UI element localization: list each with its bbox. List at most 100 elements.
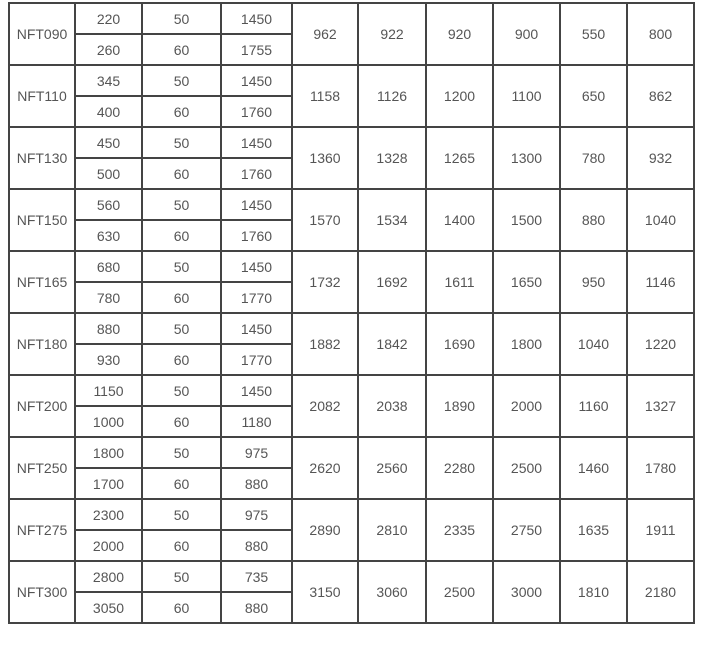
sub-cell: 1450: [220, 250, 293, 283]
sub-cell: 400: [74, 95, 143, 128]
sub-cell: 345: [74, 64, 143, 97]
table-row: NFT150 560 50 1450 1570 1534 1400 1500 880 1040: [8, 188, 695, 252]
sub-cell: 450: [74, 126, 143, 159]
value-cell: 2560: [357, 436, 427, 500]
sub-cell: 60: [141, 219, 222, 252]
value-cell: 3000: [492, 560, 561, 624]
sub-cell: 1450: [220, 2, 293, 35]
sub-cell: 50: [141, 498, 222, 531]
sub-cell: 880: [74, 312, 143, 345]
sub-cell: 1760: [220, 95, 293, 128]
model-cell: NFT130: [8, 126, 76, 190]
table-row: 400 60 1760: [9, 95, 694, 128]
sub-cell: 50: [141, 374, 222, 407]
sub-cell: 60: [141, 529, 222, 562]
sub-cell: 630: [74, 219, 143, 252]
value-cell: 3060: [357, 560, 427, 624]
sub-cell: 1450: [220, 126, 293, 159]
sub-cell: 1000: [74, 405, 143, 438]
value-cell: 1100: [492, 64, 561, 128]
value-cell: 1360: [291, 126, 359, 190]
sub-cell: 50: [141, 188, 222, 221]
value-cell: 922: [357, 2, 427, 66]
value-cell: 2810: [357, 498, 427, 562]
model-cell: NFT200: [8, 374, 76, 438]
sub-cell: 975: [220, 498, 293, 531]
table-row: NFT200 1150 50 1450 2082 2038 1890 2000 1160 1327: [8, 374, 695, 438]
table-row: NFT300 2800 50 735 3150 3060 2500 3000 1810 2180: [8, 560, 695, 624]
table-row: NFT130 450 50 1450 1360 1328 1265 1300 780 932: [8, 126, 695, 190]
sub-cell: 50: [141, 126, 222, 159]
value-cell: 1780: [626, 436, 695, 500]
value-cell: 2620: [291, 436, 359, 500]
sub-cell: 50: [141, 64, 222, 97]
value-cell: 1570: [291, 188, 359, 252]
value-cell: 2280: [425, 436, 494, 500]
value-cell: 2500: [492, 436, 561, 500]
sub-cell: 50: [141, 2, 222, 35]
sub-cell: 975: [220, 436, 293, 469]
sub-cell: 735: [220, 560, 293, 593]
value-cell: 650: [559, 64, 628, 128]
value-cell: 2890: [291, 498, 359, 562]
sub-cell: 1700: [74, 467, 143, 500]
sub-cell: 50: [141, 436, 222, 469]
sub-cell: 260: [74, 33, 143, 66]
value-cell: 780: [559, 126, 628, 190]
model-cell: NFT150: [8, 188, 76, 252]
value-cell: 1842: [357, 312, 427, 376]
value-cell: 1890: [425, 374, 494, 438]
sub-cell: 1770: [220, 343, 293, 376]
value-cell: 2750: [492, 498, 561, 562]
value-cell: 2180: [626, 560, 695, 624]
model-cell: NFT300: [8, 560, 76, 624]
sub-cell: 930: [74, 343, 143, 376]
value-cell: 1146: [626, 250, 695, 314]
value-cell: 1692: [357, 250, 427, 314]
value-cell: 2082: [291, 374, 359, 438]
value-cell: 1534: [357, 188, 427, 252]
sub-cell: 2800: [74, 560, 143, 593]
table-row: NFT180 880 50 1450 1882 1842 1690 1800 1040 1220: [8, 312, 695, 376]
sub-cell: 50: [141, 250, 222, 283]
model-cell: NFT165: [8, 250, 76, 314]
sub-cell: 60: [141, 591, 222, 624]
value-cell: 3150: [291, 560, 359, 624]
value-cell: 900: [492, 2, 561, 66]
table-row: 930 60 1770: [9, 343, 694, 376]
sub-cell: 1450: [220, 64, 293, 97]
value-cell: 1611: [425, 250, 494, 314]
value-cell: 800: [626, 2, 695, 66]
sub-cell: 560: [74, 188, 143, 221]
sub-cell: 1180: [220, 405, 293, 438]
value-cell: 1810: [559, 560, 628, 624]
value-cell: 2000: [492, 374, 561, 438]
model-cell: NFT110: [8, 64, 76, 128]
value-cell: 962: [291, 2, 359, 66]
sub-cell: 880: [220, 591, 293, 624]
sub-cell: 60: [141, 343, 222, 376]
value-cell: 862: [626, 64, 695, 128]
sub-cell: 50: [141, 560, 222, 593]
value-cell: 2335: [425, 498, 494, 562]
sub-cell: 1450: [220, 188, 293, 221]
value-cell: 1040: [559, 312, 628, 376]
sub-cell: 220: [74, 2, 143, 35]
value-cell: 1327: [626, 374, 695, 438]
table-row: NFT110 345 50 1450 1158 1126 1200 1100 650 862: [8, 64, 695, 128]
value-cell: 1200: [425, 64, 494, 128]
model-cell: NFT275: [8, 498, 76, 562]
value-cell: 2500: [425, 560, 494, 624]
value-cell: 1500: [492, 188, 561, 252]
table-row: NFT165 680 50 1450 1732 1692 1611 1650 950 1146: [8, 250, 695, 314]
value-cell: 1160: [559, 374, 628, 438]
table-row: 1700 60 880: [9, 467, 694, 500]
value-cell: 1882: [291, 312, 359, 376]
sub-cell: 1760: [220, 219, 293, 252]
sub-cell: 880: [220, 529, 293, 562]
model-cell: NFT090: [8, 2, 76, 66]
sub-cell: 60: [141, 281, 222, 314]
sub-cell: 1755: [220, 33, 293, 66]
sub-cell: 50: [141, 312, 222, 345]
value-cell: 950: [559, 250, 628, 314]
